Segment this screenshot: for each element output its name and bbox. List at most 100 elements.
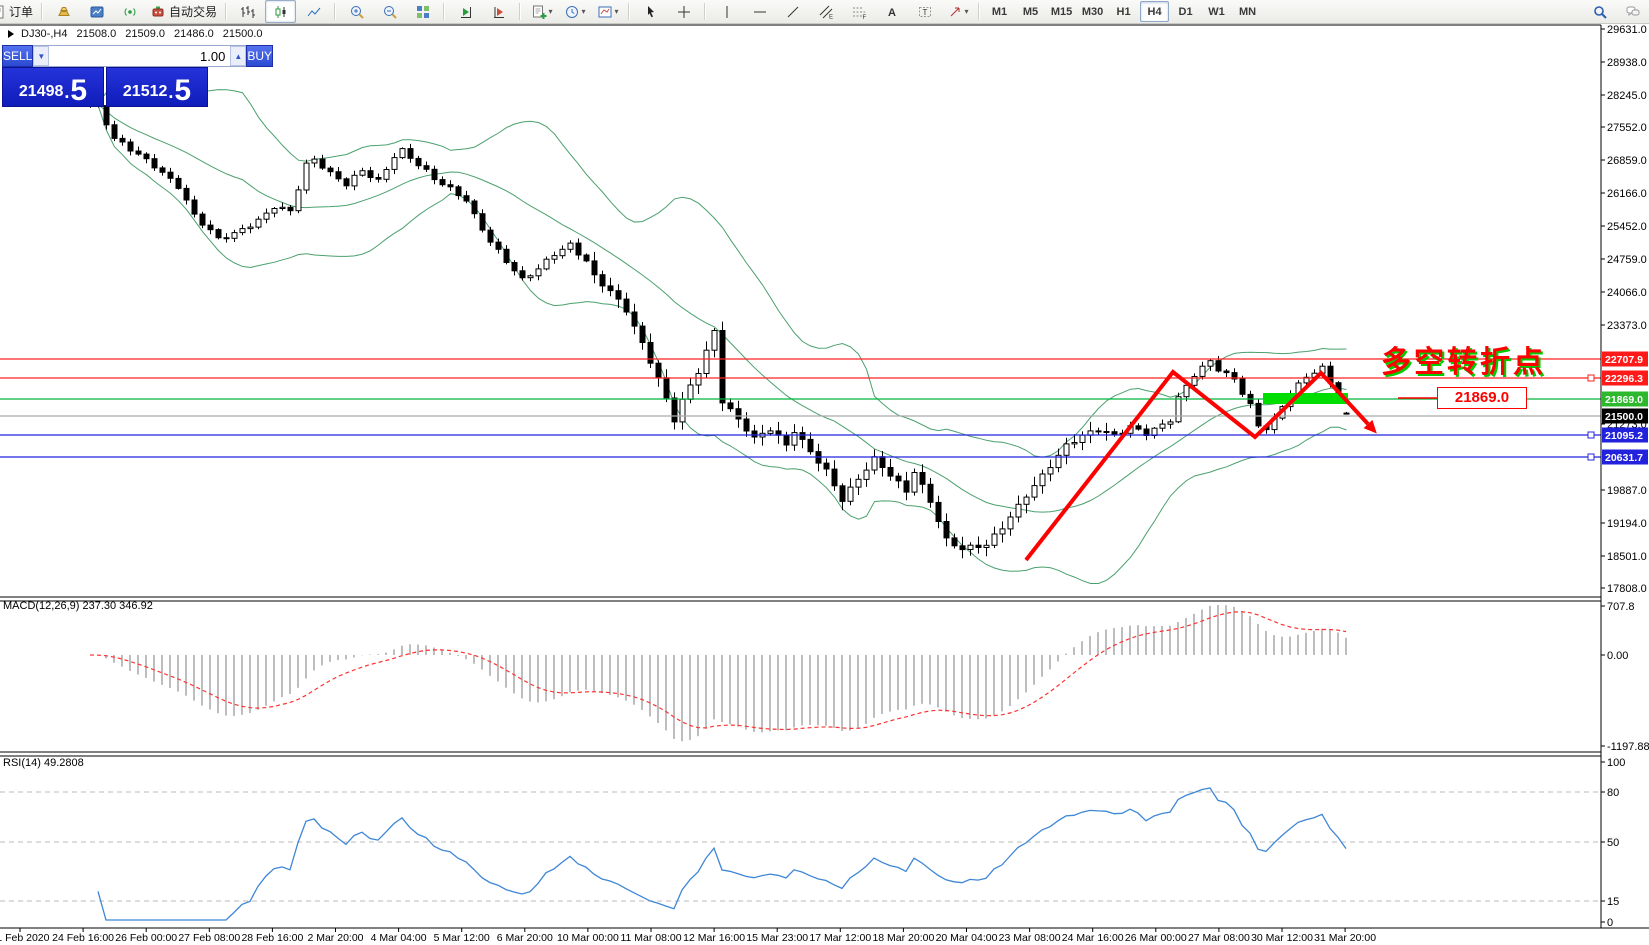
line-chart-button[interactable] [298, 0, 329, 23]
clock-icon [565, 5, 578, 18]
search-button[interactable] [1584, 0, 1615, 23]
arrows-button[interactable]: ▾ [942, 0, 973, 23]
svg-text:24 Feb 16:00: 24 Feb 16:00 [52, 932, 114, 944]
auto-trading-button[interactable]: 自动交易 [147, 0, 220, 23]
zoom-in-icon [350, 5, 364, 19]
svg-text:27 Feb 08:00: 27 Feb 08:00 [178, 932, 240, 944]
timeframe-d1-button[interactable]: D1 [1178, 5, 1193, 18]
svg-text:21500.0: 21500.0 [1605, 411, 1643, 423]
toolbar-button-label: 订单 [9, 5, 34, 19]
toolbar-separator [41, 3, 44, 20]
sell-price-pips: 5 [70, 74, 88, 107]
timeframe-h1-button[interactable]: H1 [1116, 5, 1131, 18]
text-button[interactable]: A [876, 0, 907, 23]
svg-text:15: 15 [1607, 896, 1619, 908]
linechart-icon [307, 7, 320, 16]
buy-button[interactable]: BUY [246, 45, 274, 67]
history-center-button[interactable] [48, 0, 79, 23]
trend-icon [787, 6, 798, 17]
svg-text:27 Mar 08:00: 27 Mar 08:00 [1188, 932, 1250, 944]
svg-text:21 Feb 2020: 21 Feb 2020 [0, 932, 50, 944]
sell-button[interactable]: SELL [2, 45, 34, 67]
svg-text:28 Feb 16:00: 28 Feb 16:00 [241, 932, 303, 944]
shift-end-icon [493, 6, 504, 18]
periods-button[interactable]: ▾ [559, 0, 590, 23]
svg-text:F: F [862, 15, 866, 20]
svg-text:28938.0: 28938.0 [1607, 57, 1647, 69]
buy-price-panel[interactable]: 21512. 5 [106, 67, 208, 107]
volume-input[interactable] [49, 46, 231, 66]
cursor-button[interactable] [635, 0, 666, 23]
chat-button[interactable] [1617, 0, 1648, 23]
timeframe-m15-button[interactable]: M15 [1050, 5, 1073, 18]
svg-text:27552.0: 27552.0 [1607, 122, 1647, 134]
timeframe-m5-button[interactable]: M5 [1022, 5, 1039, 18]
search-icon [1593, 5, 1607, 19]
equidistant-channel-button[interactable]: E [810, 0, 841, 23]
sell-price-panel[interactable]: 21498. 5 [2, 67, 104, 107]
symbol-marker-icon [8, 30, 14, 38]
svg-text:707.8: 707.8 [1607, 601, 1635, 613]
timeframe-m30-button[interactable]: M30 [1081, 5, 1104, 18]
timeframe-h4-button[interactable]: H4 [1140, 1, 1170, 22]
candlestick-chart-button[interactable] [265, 0, 297, 23]
auto-scroll-button[interactable] [483, 0, 514, 23]
zoom-out-button[interactable] [374, 0, 405, 23]
volume-increase-button[interactable]: ▲ [230, 46, 247, 66]
svg-text:6 Mar 20:00: 6 Mar 20:00 [497, 932, 553, 944]
templates-button[interactable]: ▾ [592, 0, 623, 23]
tiles-icon [416, 5, 429, 18]
candle-icon [275, 5, 286, 18]
timeframe-mn-button[interactable]: MN [1238, 5, 1257, 18]
svg-text:26859.0: 26859.0 [1607, 155, 1647, 167]
labelT-icon: T [918, 6, 931, 17]
new-chart-button[interactable]: ▾ [526, 0, 557, 23]
crosshair-button[interactable] [668, 0, 699, 23]
price-tag-annotation[interactable]: 21869.0 [1437, 387, 1527, 409]
svg-text:21095.2: 21095.2 [1605, 430, 1643, 442]
doc-icon [0, 5, 4, 18]
svg-text:0.00: 0.00 [1607, 650, 1628, 662]
svg-text:22707.9: 22707.9 [1605, 354, 1643, 366]
trendline-button[interactable] [777, 0, 808, 23]
timeframe-w1-button[interactable]: W1 [1208, 5, 1225, 18]
volume-decrease-button[interactable]: ▼ [33, 46, 50, 66]
shift-right-icon [460, 6, 471, 18]
profile-chart-button[interactable] [81, 0, 112, 23]
timeframe-m1-button[interactable]: M1 [991, 5, 1008, 18]
svg-text:17808.0: 17808.0 [1607, 583, 1647, 595]
svg-text:23373.0: 23373.0 [1607, 320, 1647, 332]
ohlc-open: 21508.0 [76, 28, 117, 40]
svg-text:17 Mar 12:00: 17 Mar 12:00 [809, 932, 871, 944]
chart-shift-button[interactable] [450, 0, 481, 23]
svg-text:100: 100 [1607, 757, 1625, 769]
svg-text:19887.0: 19887.0 [1607, 485, 1647, 497]
toolbar-separator [443, 3, 446, 20]
chat-icon [1626, 6, 1639, 16]
channel-icon: E [819, 5, 833, 20]
svg-text:29631.0: 29631.0 [1607, 24, 1647, 36]
zoom-out-icon [383, 5, 397, 19]
vertical-line-button[interactable] [711, 0, 742, 23]
bar-chart-button[interactable] [232, 0, 263, 23]
tile-windows-button[interactable] [407, 0, 438, 23]
svg-text:28245.0: 28245.0 [1607, 90, 1647, 102]
horizontal-line-button[interactable] [744, 0, 775, 23]
new-order-button[interactable]: 订单 [0, 0, 36, 23]
svg-text:24 Mar 16:00: 24 Mar 16:00 [1062, 932, 1124, 944]
svg-text:18501.0: 18501.0 [1607, 551, 1647, 563]
svg-text:19194.0: 19194.0 [1607, 518, 1647, 530]
one-click-trade-widget: SELL ▼ ▲ BUY 21498.5 21512.5 [2, 45, 274, 107]
text-label-button[interactable]: T [909, 0, 940, 23]
chevron-down-icon: ▾ [581, 7, 586, 16]
zoom-in-button[interactable] [341, 0, 372, 23]
svg-text:26 Feb 00:00: 26 Feb 00:00 [115, 932, 177, 944]
fibonacci-button[interactable]: F [843, 0, 874, 23]
svg-text:24759.0: 24759.0 [1607, 254, 1647, 266]
symbol-period: DJ30-,H4 [21, 28, 68, 40]
market-signal-button[interactable] [114, 0, 145, 23]
svg-text:2 Mar 20:00: 2 Mar 20:00 [307, 932, 363, 944]
svg-text:-1197.88: -1197.88 [1607, 741, 1649, 753]
